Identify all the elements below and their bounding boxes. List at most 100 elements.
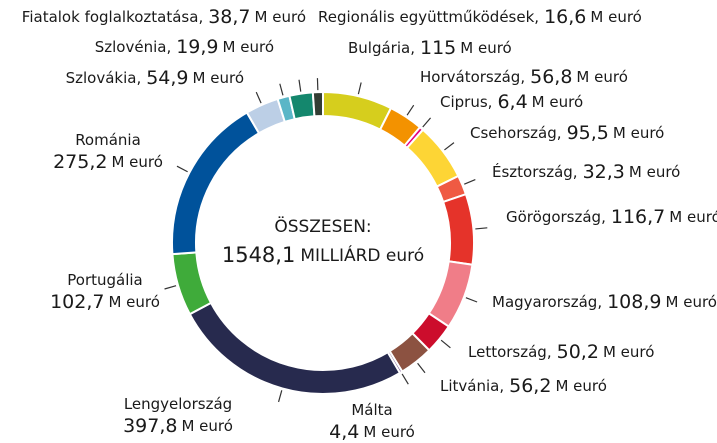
total-value: 1548,1	[222, 243, 295, 267]
data-label: Málta	[351, 401, 392, 419]
data-label: Szlovénia, 19,9 M euró	[95, 36, 274, 58]
label-name: Fiatalok foglalkoztatása	[22, 8, 199, 26]
label-unit: M euró	[108, 293, 159, 311]
leader-line	[164, 285, 177, 290]
label-separator: ,	[166, 38, 171, 56]
center-total: 1548,1 MILLIÁRD euró	[222, 243, 424, 267]
leader-line	[406, 104, 415, 116]
label-name: Lettország	[468, 343, 547, 361]
label-name: Szlovákia	[66, 69, 137, 87]
leader-line	[357, 82, 362, 95]
label-value: 115	[420, 37, 456, 59]
label-name: Horvátország	[420, 68, 520, 86]
label-separator: ,	[520, 68, 525, 86]
label-name: Észtország	[492, 162, 573, 181]
label-separator: ,	[601, 208, 606, 226]
data-label: Románia	[75, 131, 141, 149]
donut-segment	[311, 90, 324, 118]
label-separator: ,	[499, 377, 504, 395]
label-separator: ,	[488, 93, 493, 111]
data-label: Lengyelország	[124, 395, 232, 413]
donut-segment	[288, 91, 316, 121]
label-value: 108,9	[607, 291, 661, 313]
label-unit: M euró	[193, 69, 244, 87]
data-label: Bulgária, 115 M euró	[348, 37, 512, 59]
label-separator: ,	[573, 163, 578, 181]
label-value: 19,9	[176, 36, 218, 58]
label-value: 32,3	[583, 161, 625, 183]
leader-line	[464, 179, 476, 185]
label-separator: ,	[557, 124, 562, 142]
label-name: Görögország	[506, 208, 601, 226]
label-name: Románia	[75, 131, 141, 149]
data-label: Regionális együttműködések, 16,6 M euró	[318, 6, 642, 28]
data-label: Csehország, 95,5 M euró	[470, 122, 664, 144]
label-value: 54,9	[146, 67, 188, 89]
label-unit: M euró	[669, 208, 717, 226]
label-unit: M euró	[111, 153, 162, 171]
data-label: 102,7 M euró	[50, 291, 160, 313]
label-name: Litvánia	[440, 377, 499, 395]
data-label: Ciprus, 6,4 M euró	[440, 91, 583, 113]
label-unit: M euró	[629, 163, 680, 181]
leader-line	[475, 227, 488, 230]
label-value: 56,2	[509, 375, 551, 397]
label-value: 38,7	[208, 6, 250, 28]
leader-line	[422, 117, 432, 128]
label-unit: M euró	[555, 377, 606, 395]
leader-line	[444, 142, 455, 151]
label-unit: M euró	[666, 293, 717, 311]
label-value: 6,4	[497, 91, 527, 113]
data-label: Észtország, 32,3 M euró	[492, 161, 680, 183]
label-unit: M euró	[603, 343, 654, 361]
leader-line	[465, 297, 478, 303]
label-name: Szlovénia	[95, 38, 167, 56]
total-unit: MILLIÁRD euró	[300, 244, 424, 266]
label-name: Portugália	[67, 271, 142, 289]
data-label: 4,4 M euró	[329, 421, 415, 443]
label-separator: ,	[410, 39, 415, 57]
label-unit: M euró	[363, 423, 414, 441]
data-label: Görögország, 116,7 M euró	[506, 206, 717, 228]
label-unit: M euró	[460, 39, 511, 57]
label-unit: M euró	[613, 124, 664, 142]
leader-line	[277, 390, 283, 403]
label-name: Bulgária	[348, 39, 410, 57]
label-name: Ciprus	[440, 93, 488, 111]
data-label: Litvánia, 56,2 M euró	[440, 375, 607, 397]
donut-segment	[188, 301, 402, 395]
label-unit: M euró	[223, 38, 274, 56]
label-value: 397,8	[123, 415, 177, 437]
leader-line	[255, 91, 262, 104]
center-label: ÖSSZESEN:	[274, 215, 371, 237]
label-value: 4,4	[329, 421, 359, 443]
label-value: 56,8	[530, 66, 572, 88]
donut-segment	[171, 111, 261, 256]
label-separator: ,	[198, 8, 203, 26]
leader-line	[401, 373, 409, 385]
label-unit: M euró	[576, 68, 627, 86]
leader-line	[176, 165, 188, 173]
label-value: 102,7	[50, 291, 104, 313]
leader-line	[279, 83, 284, 96]
data-label: Portugália	[67, 271, 142, 289]
data-label: Magyarország, 108,9 M euró	[492, 291, 717, 313]
label-separator: ,	[597, 293, 602, 311]
donut-segment	[171, 251, 213, 316]
leader-line	[298, 79, 302, 92]
donut-segment	[322, 90, 393, 131]
label-name: Lengyelország	[124, 395, 232, 413]
label-value: 50,2	[557, 341, 599, 363]
leader-line	[440, 339, 451, 349]
data-label: 397,8 M euró	[123, 415, 233, 437]
label-unit: M euró	[181, 417, 232, 435]
data-label: Horvátország, 56,8 M euró	[420, 66, 628, 88]
label-unit: M euró	[532, 93, 583, 111]
label-name: Csehország	[470, 124, 557, 142]
label-name: Regionális együttműködések	[318, 8, 535, 26]
label-value: 116,7	[611, 206, 665, 228]
label-name: Málta	[351, 401, 392, 419]
label-separator: ,	[534, 8, 539, 26]
label-value: 16,6	[544, 6, 586, 28]
